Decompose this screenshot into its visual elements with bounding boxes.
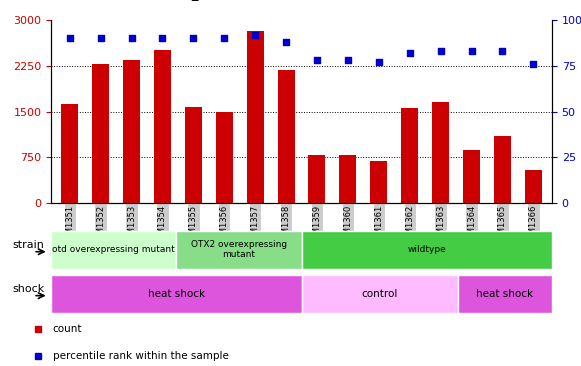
Point: [65, 36, 74, 41]
Point: [127, 36, 136, 41]
Text: percentile rank within the sample: percentile rank within the sample: [53, 351, 228, 361]
Text: GSM1352: GSM1352: [96, 205, 105, 245]
Point: [405, 50, 414, 56]
Text: GSM1354: GSM1354: [158, 205, 167, 245]
Bar: [302, 274, 458, 313]
Point: [96, 36, 105, 41]
Bar: [154, 50, 171, 203]
Bar: [339, 155, 356, 203]
Bar: [401, 108, 418, 203]
Bar: [185, 107, 202, 203]
Point: [529, 61, 538, 67]
Bar: [463, 150, 480, 203]
Point: [313, 57, 322, 63]
Bar: [302, 231, 552, 269]
Bar: [216, 112, 233, 203]
Text: heat shock: heat shock: [476, 289, 533, 299]
Bar: [177, 231, 302, 269]
Text: control: control: [361, 289, 398, 299]
Bar: [458, 274, 552, 313]
Bar: [309, 155, 325, 203]
Text: GSM1362: GSM1362: [405, 205, 414, 245]
Text: GSM1366: GSM1366: [529, 205, 538, 245]
Text: GSM1351: GSM1351: [65, 205, 74, 245]
Bar: [51, 274, 302, 313]
Point: [250, 32, 260, 38]
Bar: [51, 231, 177, 269]
Point: [281, 39, 290, 45]
Bar: [525, 169, 542, 203]
Point: [189, 36, 198, 41]
Point: [220, 36, 229, 41]
Text: GSM1364: GSM1364: [467, 205, 476, 245]
Point: [343, 57, 353, 63]
Bar: [123, 60, 140, 203]
Text: shock: shock: [12, 284, 44, 294]
Text: GSM1365: GSM1365: [498, 205, 507, 245]
Bar: [278, 70, 295, 203]
Point: [436, 48, 445, 54]
Bar: [494, 136, 511, 203]
Text: heat shock: heat shock: [148, 289, 205, 299]
Text: GSM1358: GSM1358: [282, 205, 290, 245]
Bar: [92, 64, 109, 203]
Text: GSM1363: GSM1363: [436, 205, 445, 245]
Text: GSM1360: GSM1360: [343, 205, 353, 245]
Text: otd overexpressing mutant: otd overexpressing mutant: [52, 245, 175, 254]
Text: GSM1355: GSM1355: [189, 205, 198, 245]
Point: [158, 36, 167, 41]
Text: count: count: [53, 324, 82, 334]
Text: wildtype: wildtype: [407, 245, 446, 254]
Bar: [432, 102, 449, 203]
Text: GSM1353: GSM1353: [127, 205, 136, 245]
Bar: [370, 161, 388, 203]
Point: [374, 59, 383, 65]
Text: GSM1357: GSM1357: [250, 205, 260, 245]
Point: [498, 48, 507, 54]
Text: strain: strain: [12, 240, 44, 250]
Text: GSM1359: GSM1359: [313, 205, 321, 245]
Bar: [61, 104, 78, 203]
Bar: [247, 31, 264, 203]
Text: GSM1356: GSM1356: [220, 205, 229, 245]
Text: OTX2 overexpressing
mutant: OTX2 overexpressing mutant: [191, 240, 287, 259]
Point: [467, 48, 476, 54]
Text: GSM1361: GSM1361: [374, 205, 383, 245]
